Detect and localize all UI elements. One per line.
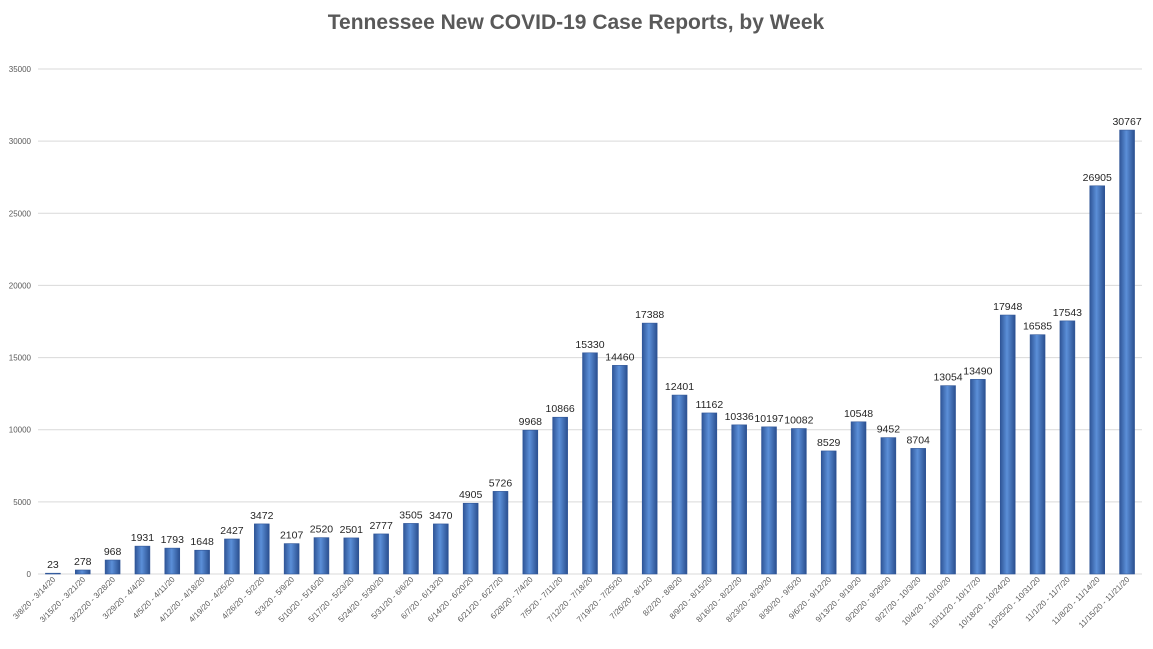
bar — [134, 545, 151, 575]
bar — [343, 537, 360, 575]
y-tick-label: 15000 — [9, 354, 32, 363]
data-label: 11162 — [696, 399, 724, 411]
data-label: 5726 — [489, 477, 513, 489]
data-label: 9968 — [519, 416, 543, 428]
bar — [820, 450, 837, 575]
y-tick-label: 25000 — [9, 209, 32, 218]
data-label: 10336 — [725, 411, 754, 423]
data-label: 12401 — [665, 381, 694, 393]
y-tick-label: 10000 — [9, 426, 32, 435]
data-label: 8529 — [817, 437, 841, 449]
data-label: 13054 — [933, 372, 962, 384]
bar — [1059, 320, 1076, 575]
bar — [701, 412, 718, 575]
data-label: 3472 — [250, 510, 274, 522]
data-label: 10197 — [754, 413, 783, 425]
data-label: 8704 — [907, 434, 931, 446]
bar — [641, 322, 658, 575]
data-label: 17948 — [993, 301, 1022, 313]
data-label: 10866 — [546, 403, 575, 415]
data-label: 14460 — [605, 351, 634, 363]
y-axis-ticks: 0 5000 10000 15000 20000 25000 30000 35000 — [9, 65, 32, 579]
data-label: 2107 — [280, 530, 304, 542]
bar — [522, 429, 539, 575]
data-label: 23 — [47, 559, 59, 571]
x-tick-label: 10/18/20 - 10/24/20 — [957, 575, 1013, 631]
bar — [761, 426, 777, 575]
data-label: 4905 — [459, 489, 483, 501]
y-tick-label: 35000 — [9, 65, 32, 74]
data-label: 9452 — [877, 424, 901, 436]
bar — [45, 572, 61, 575]
data-label: 17543 — [1053, 307, 1082, 319]
data-label: 10548 — [844, 408, 873, 420]
data-label: 26905 — [1083, 172, 1112, 184]
bar — [970, 379, 986, 575]
bar — [880, 437, 897, 575]
bar — [910, 448, 926, 575]
bar — [940, 385, 956, 575]
bar — [254, 523, 270, 575]
data-labels: 23 278 968 1931 1793 1648 2427 3472 2107 2520 2501… — [47, 116, 1142, 571]
x-tick-label: 10/25/20 - 10/31/20 — [987, 575, 1043, 631]
data-label: 2520 — [310, 524, 334, 536]
data-label: 3505 — [399, 509, 423, 521]
data-label: 278 — [74, 556, 92, 568]
x-tick-label: 11/15/20 - 11/21/20 — [1077, 575, 1132, 630]
y-tick-label: 30000 — [9, 137, 32, 146]
bar — [731, 424, 747, 575]
x-tick-label: 10/11/20 - 10/17/20 — [927, 575, 982, 630]
x-axis-ticks: 3/8/20 - 3/14/203/15/20 - 3/21/203/22/20… — [11, 575, 1132, 631]
data-label: 2501 — [340, 524, 364, 536]
bar — [552, 416, 568, 575]
bar — [433, 523, 449, 575]
data-label: 1793 — [161, 534, 185, 546]
bar — [164, 547, 181, 575]
data-label: 2427 — [220, 525, 244, 537]
bar — [283, 543, 300, 575]
bar — [492, 491, 509, 575]
bar — [582, 352, 598, 575]
bar — [313, 537, 330, 575]
data-label: 2777 — [369, 520, 393, 532]
bar — [1029, 334, 1046, 575]
bar — [791, 428, 807, 575]
bars — [45, 129, 1135, 575]
bar — [999, 314, 1016, 575]
bar — [373, 533, 389, 575]
data-label: 3470 — [429, 510, 453, 522]
y-tick-label: 5000 — [13, 498, 31, 507]
bar — [612, 365, 628, 575]
data-label: 15330 — [575, 339, 604, 351]
data-label: 17388 — [635, 309, 664, 321]
data-label: 10082 — [784, 415, 813, 427]
bar — [104, 559, 121, 575]
data-label: 16585 — [1023, 321, 1052, 333]
bar — [224, 538, 240, 575]
bar — [1119, 129, 1135, 575]
bar — [850, 421, 867, 575]
y-tick-label: 0 — [27, 570, 32, 579]
bar — [671, 394, 688, 575]
data-label: 1648 — [190, 536, 214, 548]
data-label: 968 — [104, 546, 122, 558]
bar — [403, 523, 419, 575]
bar — [74, 569, 91, 575]
data-label: 1931 — [131, 532, 155, 544]
bar — [194, 549, 210, 575]
y-tick-label: 20000 — [9, 281, 32, 290]
chart-title: Tennessee New COVID-19 Case Reports, by … — [328, 11, 825, 34]
bar — [1089, 185, 1106, 575]
data-label: 30767 — [1112, 116, 1141, 128]
data-label: 13490 — [963, 365, 992, 377]
bar — [462, 502, 479, 575]
